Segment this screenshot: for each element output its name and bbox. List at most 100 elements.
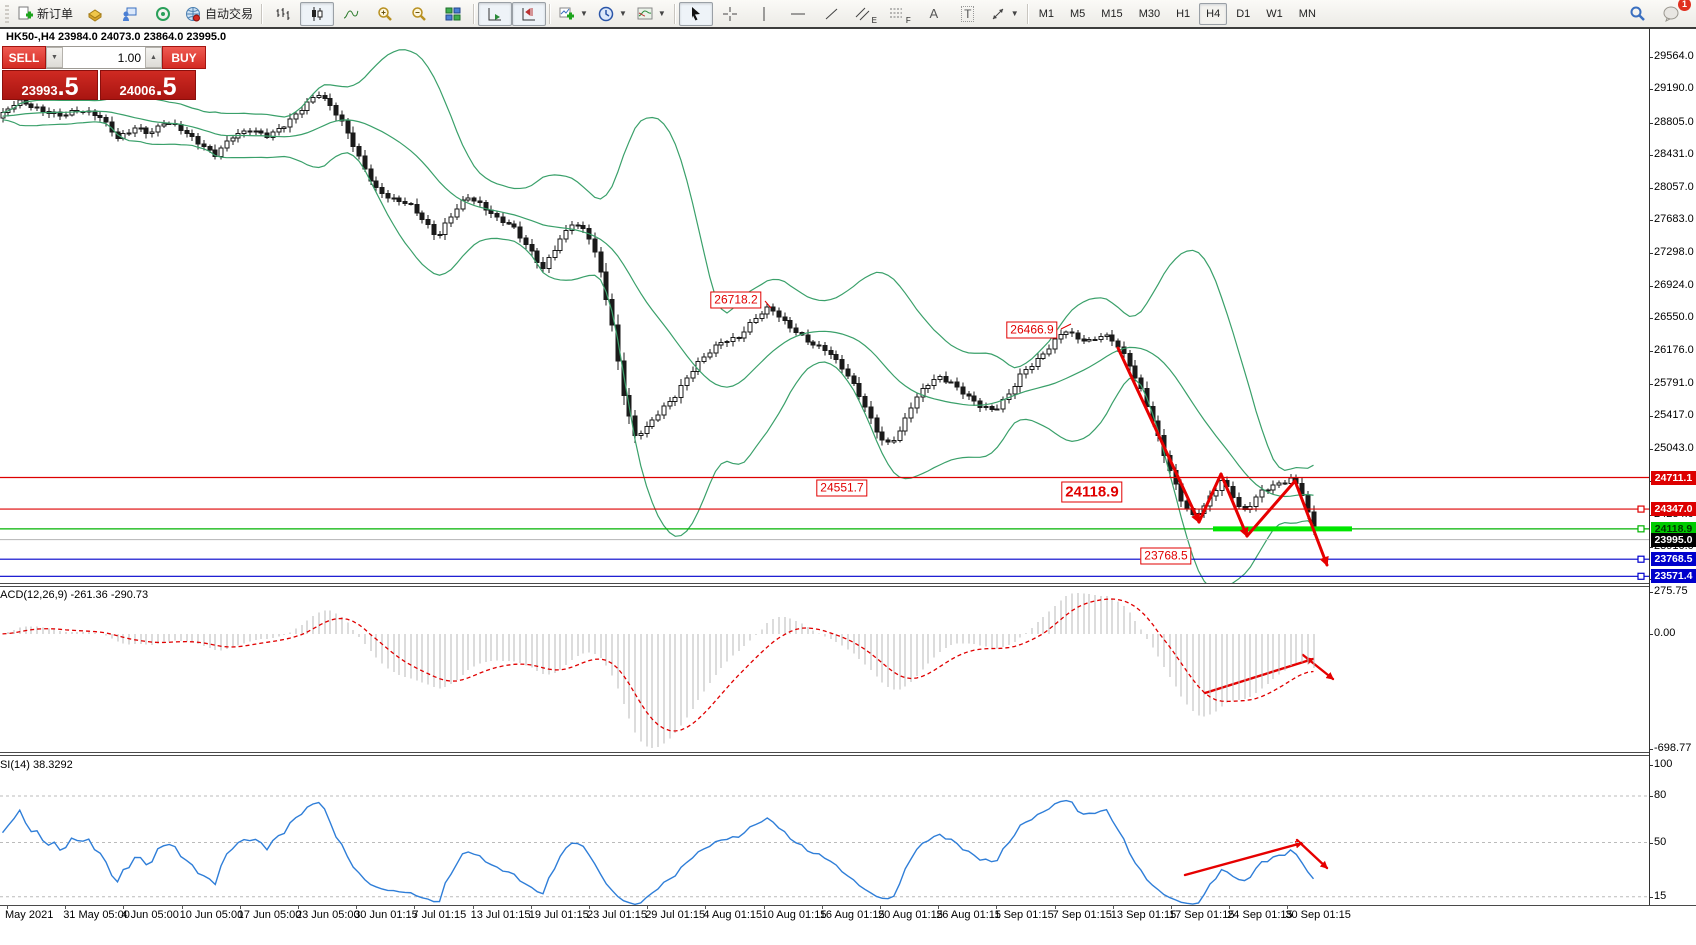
price-annotation[interactable]: 24118.9 (1061, 481, 1123, 503)
zoom-in-button[interactable] (368, 2, 402, 26)
cursor-button[interactable] (678, 1, 713, 26)
price-annotation[interactable]: 26718.2 (710, 291, 762, 309)
periods-button[interactable]: ▼ (593, 2, 632, 26)
notifications-button[interactable]: 1 (1654, 0, 1691, 26)
bar-chart-button[interactable] (266, 2, 300, 26)
search-button[interactable] (1620, 2, 1654, 26)
time-axis-line (0, 905, 1696, 906)
tile-windows-button[interactable] (436, 2, 470, 26)
macd-axis-label: 275.75 (1654, 585, 1688, 597)
timeframe-button-m30[interactable]: M30 (1138, 7, 1161, 20)
crosshair-button[interactable] (713, 2, 747, 26)
time-axis-tick (65, 905, 67, 909)
price-annotation[interactable]: 24551.7 (816, 479, 868, 497)
vertical-line-button[interactable] (747, 2, 781, 26)
arrows-tool-button[interactable]: ▼ (985, 2, 1024, 26)
zoom-out-button[interactable] (402, 2, 436, 26)
trend-arrows[interactable] (1183, 838, 1329, 877)
toolbar-separator (1026, 3, 1029, 24)
time-axis-label: 4 Aug 01:15 (703, 909, 763, 921)
pane-divider[interactable] (0, 752, 1649, 756)
auto-scroll-button[interactable] (478, 1, 513, 26)
sell-button[interactable]: SELL (2, 46, 46, 69)
rsi-axis-label: 15 (1654, 889, 1667, 902)
strategy-tester-button[interactable] (112, 2, 146, 26)
trendline-button[interactable] (815, 2, 849, 26)
price-axis-tick (1649, 383, 1653, 385)
price-axis-label: 26550.0 (1654, 311, 1694, 324)
time-axis-tick (1054, 905, 1056, 909)
buy-button[interactable]: BUY (162, 46, 206, 69)
bollinger-band-line[interactable] (2, 110, 1314, 498)
templates-icon (637, 6, 653, 22)
volume-decrease-button[interactable]: ▼ (46, 47, 63, 68)
time-axis-label: 23 Jun 05:00 (296, 909, 360, 921)
chart-shift-button[interactable] (512, 1, 547, 26)
rsi-axis-label: 100 (1654, 758, 1673, 770)
candlestick-chart-button[interactable] (300, 1, 335, 26)
timeframe-button-h1[interactable]: H1 (1176, 7, 1191, 20)
price-annotation[interactable]: 26466.9 (1006, 321, 1058, 339)
horizontal-line-button[interactable] (781, 2, 815, 26)
pane-divider[interactable] (0, 583, 1649, 587)
text-label-button[interactable]: T (951, 2, 985, 26)
price-annotation[interactable]: 23768.5 (1140, 547, 1192, 565)
time-axis-tick (298, 905, 299, 909)
time-axis-tick (181, 905, 183, 909)
timeframe-button-w1[interactable]: W1 (1266, 7, 1283, 20)
equidistant-channel-button[interactable]: E (849, 2, 883, 26)
macd-axis-tick (1649, 592, 1653, 593)
timeframe-button-m1[interactable]: M1 (1038, 7, 1054, 20)
text-button[interactable]: A (917, 2, 951, 26)
time-axis-label: 10 Jun 05:00 (179, 909, 244, 921)
timeframe-button-m15[interactable]: M15 (1101, 7, 1123, 20)
time-axis-tick (7, 905, 8, 909)
new-order-button[interactable]: 新订单 (12, 2, 78, 26)
rsi-axis-tick (1649, 765, 1653, 766)
vertical-line-icon (759, 6, 769, 22)
volume-increase-button[interactable]: ▲ (145, 47, 162, 68)
fibo-letter: F (905, 15, 911, 25)
chart-shift-icon (521, 6, 537, 22)
indicators-icon (559, 6, 575, 22)
buy-price-display[interactable]: 24006 .5 (100, 70, 196, 100)
macd-axis-tick (1649, 634, 1653, 635)
dropdown-caret-icon: ▼ (1010, 9, 1019, 18)
toolbox-button[interactable] (78, 2, 112, 26)
sell-price-main: 23993 (21, 83, 58, 98)
time-axis-label: 7 Sep 01:15 (1052, 909, 1112, 921)
timeframe-button-d1[interactable]: D1 (1236, 7, 1251, 20)
time-axis-tick (1112, 905, 1114, 909)
line-chart-button[interactable] (334, 2, 368, 26)
bollinger-band-line[interactable] (2, 49, 1314, 471)
rsi-indicator-canvas[interactable] (0, 756, 1649, 905)
macd-indicator-canvas[interactable] (0, 587, 1649, 752)
one-click-trading-panel: SELL ▼ 1.00 ▲ BUY 23993 .5 24006 .5 (2, 46, 206, 100)
price-level-tag: 23995.0 (1651, 532, 1696, 547)
autotrading-button[interactable]: 自动交易 (180, 2, 258, 26)
arrows-icon (990, 6, 1006, 22)
timeframe-button-h4[interactable]: H4 (1199, 2, 1228, 25)
volume-input[interactable]: 1.00 (117, 50, 141, 65)
price-level-tag: 24347.0 (1651, 502, 1696, 517)
sell-price-display[interactable]: 23993 .5 (2, 70, 98, 100)
level-lines[interactable] (0, 476, 1649, 580)
bollinger-band-line[interactable] (2, 119, 1314, 583)
signals-button[interactable] (146, 2, 180, 26)
timeframe-button-mn[interactable]: MN (1298, 7, 1316, 20)
templates-button[interactable]: ▼ (632, 2, 671, 26)
text-icon: A (929, 6, 939, 21)
timeframe-button-m5[interactable]: M5 (1070, 7, 1086, 20)
fibonacci-button[interactable]: F (883, 2, 917, 26)
toolbar-separator (549, 3, 552, 24)
price-chart-canvas[interactable] (0, 28, 1649, 583)
notification-badge: 1 (1678, 0, 1691, 11)
price-axis-label: 29564.0 (1654, 50, 1694, 62)
price-level-tag: 23571.4 (1651, 569, 1696, 584)
candlesticks (0, 91, 1317, 535)
volume-spinner: ▼ 1.00 ▲ (46, 46, 162, 69)
signals-icon (155, 6, 171, 22)
trend-arrows[interactable] (1116, 346, 1329, 567)
indicators-button[interactable]: ▼ (554, 2, 593, 26)
time-axis-label: 4 Jun 05:00 (121, 909, 179, 921)
